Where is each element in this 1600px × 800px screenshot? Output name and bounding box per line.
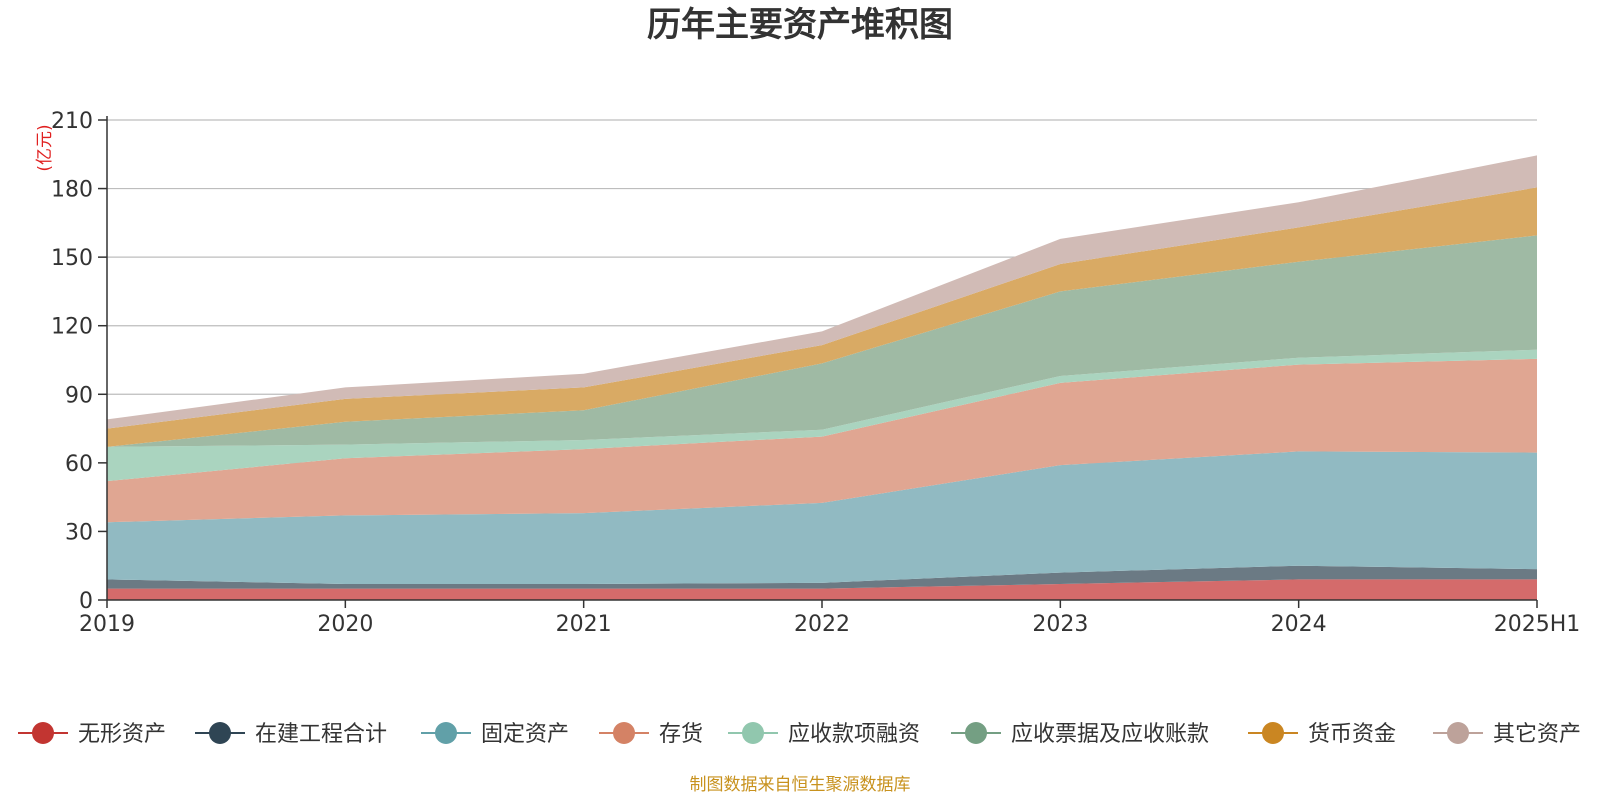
- x-tick-label: 2025H1: [1494, 612, 1581, 637]
- y-tick-label: 60: [65, 452, 93, 477]
- legend: 无形资产 在建工程合计 固定资产 存货 应收款项融资 应收票据及应收账款 货币资金 其它资产: [18, 722, 1581, 747]
- legend-item-4[interactable]: 应收款项融资: [728, 722, 920, 747]
- y-tick-label: 30: [65, 520, 93, 545]
- y-tick-label: 120: [51, 315, 93, 340]
- legend-marker: [1447, 722, 1469, 744]
- x-tick-label: 2022: [794, 612, 850, 637]
- series-area-7: [107, 155, 1537, 429]
- y-axis-unit-label: (亿元): [35, 124, 55, 171]
- legend-item-5[interactable]: 应收票据及应收账款: [951, 722, 1209, 747]
- legend-label: 其它资产: [1493, 722, 1581, 747]
- legend-item-2[interactable]: 固定资产: [421, 722, 569, 747]
- legend-marker: [435, 722, 457, 744]
- y-tick-label: 150: [51, 246, 93, 271]
- legend-item-0[interactable]: 无形资产: [18, 722, 166, 747]
- x-tick-label: 2019: [79, 612, 135, 637]
- legend-item-1[interactable]: 在建工程合计: [195, 722, 387, 747]
- legend-label: 固定资产: [481, 722, 569, 747]
- series-area-0: [107, 579, 1537, 600]
- series-area-6: [107, 187, 1537, 447]
- legend-label: 应收款项融资: [788, 722, 920, 747]
- legend-marker: [965, 722, 987, 744]
- legend-label: 货币资金: [1308, 722, 1396, 747]
- legend-label: 在建工程合计: [255, 722, 387, 747]
- legend-item-7[interactable]: 其它资产: [1433, 722, 1581, 747]
- x-tick-label: 2020: [317, 612, 373, 637]
- series-area-4: [107, 349, 1537, 482]
- series-area-3: [107, 358, 1537, 523]
- y-tick-label: 180: [51, 178, 93, 203]
- y-tick-label: 90: [65, 383, 93, 408]
- legend-label: 无形资产: [78, 722, 166, 747]
- legend-marker: [742, 722, 764, 744]
- x-tick-label: 2021: [556, 612, 612, 637]
- legend-marker: [613, 722, 635, 744]
- chart-title: 历年主要资产堆积图: [647, 5, 953, 45]
- x-tick-label: 2024: [1271, 612, 1327, 637]
- legend-marker: [1262, 722, 1284, 744]
- series-areas: [107, 155, 1537, 600]
- series-area-5: [107, 235, 1537, 447]
- series-area-1: [107, 565, 1537, 589]
- series-area-2: [107, 451, 1537, 584]
- x-tick-label: 2023: [1032, 612, 1088, 637]
- legend-marker: [32, 722, 54, 744]
- y-tick-label: 210: [51, 109, 93, 134]
- legend-item-6[interactable]: 货币资金: [1248, 722, 1396, 747]
- legend-marker: [209, 722, 231, 744]
- legend-item-3[interactable]: 存货: [599, 722, 703, 747]
- source-note: 制图数据来自恒生聚源数据库: [690, 775, 911, 795]
- axes: 0 30 60 90 120 150 180 210 2019 2020 2021 2022 2023 2…: [51, 109, 1580, 637]
- y-tick-label: 0: [79, 589, 93, 614]
- legend-label: 存货: [659, 722, 703, 747]
- legend-label: 应收票据及应收账款: [1011, 722, 1209, 747]
